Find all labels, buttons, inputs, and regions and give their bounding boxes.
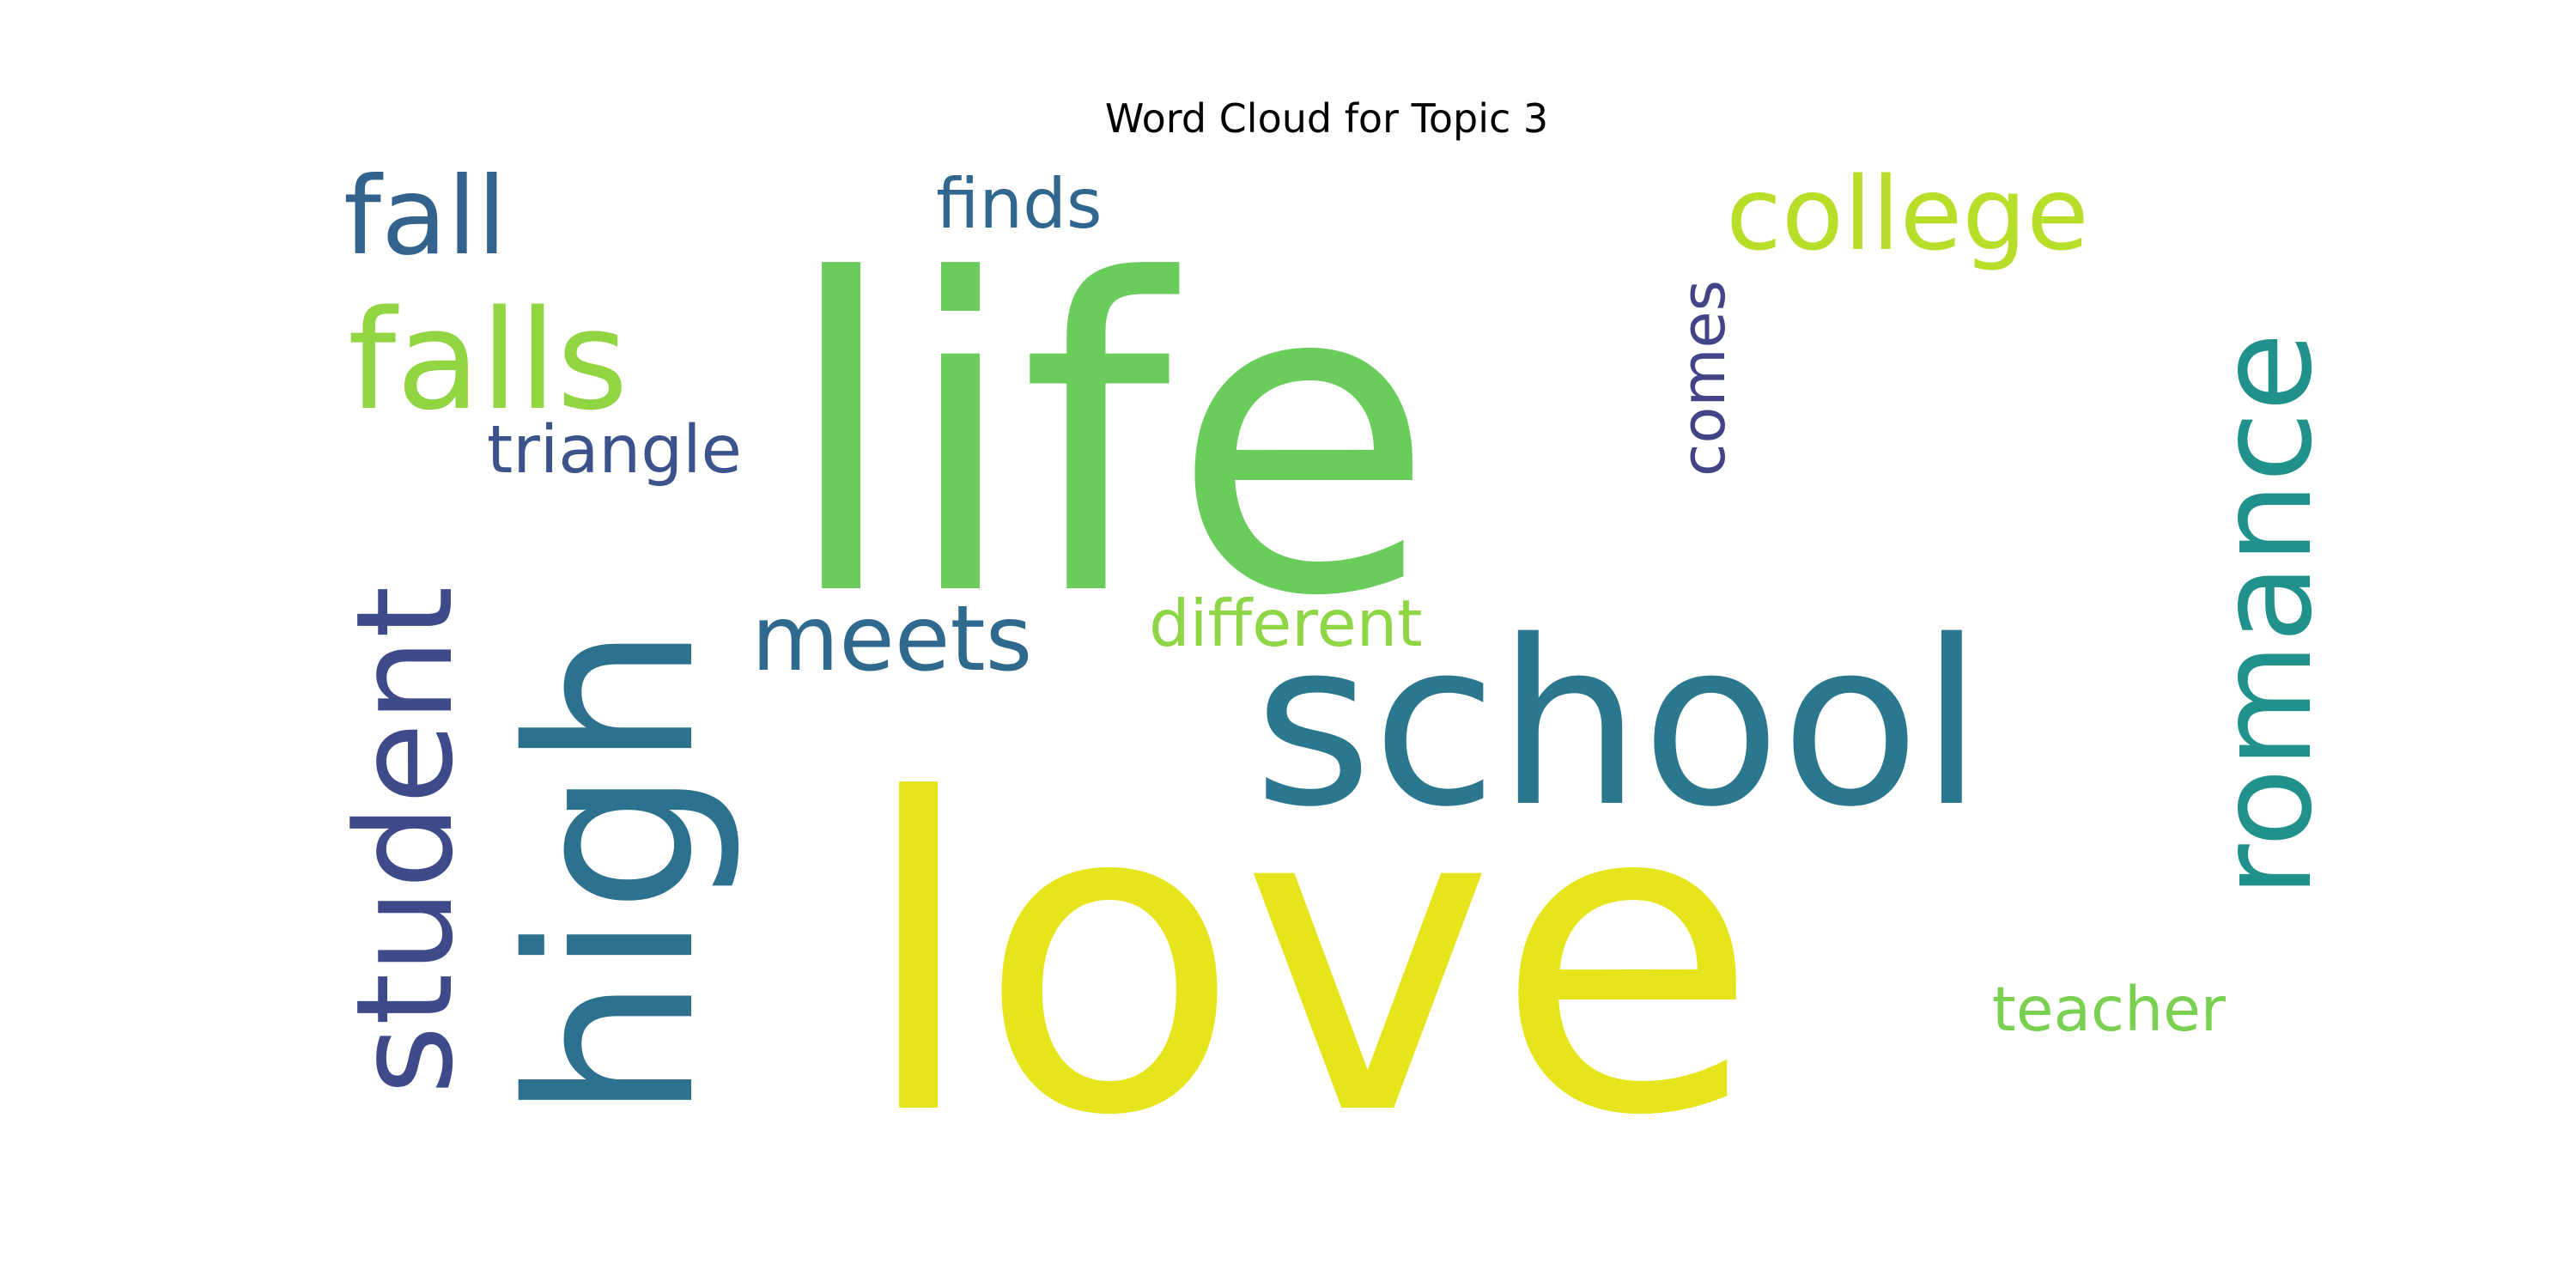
word-comes: comes [1668,280,1739,477]
word-college: college [1726,155,2089,273]
word-falls: falls [348,280,629,440]
word-high: high [481,624,745,1121]
word-school: school [1254,592,1984,857]
word-teacher: teacher [1992,974,2227,1045]
word-love: love [859,709,1759,1209]
word-fall: fall [343,155,507,279]
word-student: student [327,586,483,1095]
word-different: different [1149,586,1423,661]
word-meets: meets [751,586,1032,691]
word-life: life [781,190,1435,690]
word-triangle: triangle [487,412,742,489]
word-romance: romance [2191,332,2341,897]
chart-title: Word Cloud for Topic 3 [1105,95,1548,142]
word-finds: finds [936,164,1103,244]
